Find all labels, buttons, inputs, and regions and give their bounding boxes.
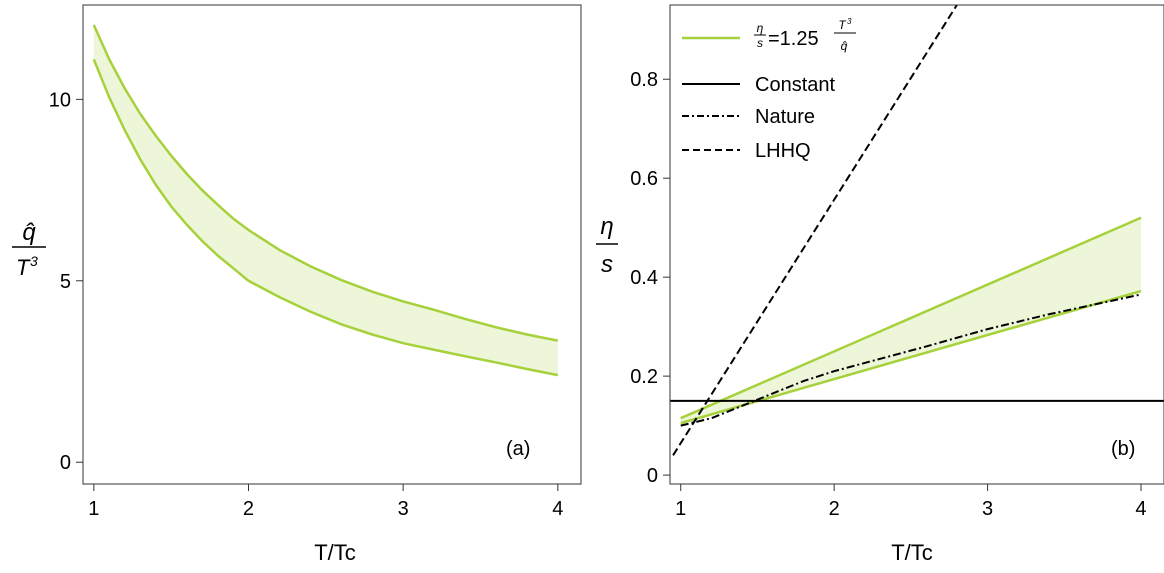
band-lower-line — [680, 289, 1142, 425]
band-upper-line — [92, 24, 559, 342]
panel-a-x-axis-label: T/Tc — [314, 540, 356, 565]
panel-a-y-axis-numerator: q̂ — [22, 219, 36, 246]
panel-a-y-axis-denominator-exponent: 3 — [30, 253, 38, 269]
band-fill — [93, 24, 558, 376]
legend-formula-T-exp: 3 — [847, 17, 852, 26]
legend-formula-qhat: q̂ — [841, 39, 848, 53]
x-tick-label: 2 — [243, 498, 254, 520]
panel-b-band — [680, 216, 1142, 425]
legend-item-constant: Constant — [682, 74, 835, 96]
band-upper-line — [680, 216, 1142, 420]
x-tick-label: 3 — [982, 498, 993, 520]
y-tick-label: 0.8 — [630, 69, 658, 91]
panel-a-y-ticks: 0 5 10 — [49, 89, 83, 474]
legend-formula-eta: η — [757, 21, 764, 35]
panel-b-y-axis-numerator: η — [600, 213, 613, 240]
legend-label-constant: Constant — [755, 74, 835, 96]
panel-b-y-axis-label: η s — [596, 213, 618, 278]
panel-a-frame — [82, 4, 582, 485]
x-tick-label: 1 — [88, 498, 99, 520]
x-tick-label: 2 — [829, 498, 840, 520]
legend-label-nature: Nature — [755, 106, 815, 128]
series-line-lhhq — [672, 5, 958, 456]
legend-item-band: η s =1.25 T 3 q̂ — [682, 17, 856, 53]
legend-label-band: =1.25 — [768, 28, 819, 50]
legend: η s =1.25 T 3 q̂ Constant Nature LHHQ — [682, 17, 856, 162]
panel-b-label: (b) — [1111, 438, 1135, 460]
y-tick-label: 0 — [647, 465, 658, 487]
panel-a-y-axis-label: q̂ T 3 — [12, 219, 46, 280]
panel-b-y-ticks: 0 0.2 0.4 0.6 0.8 — [630, 69, 670, 487]
panel-b-frame — [669, 4, 1164, 485]
y-tick-label: 0.4 — [630, 267, 658, 289]
panel-a-x-ticks: 1 2 3 4 — [88, 484, 563, 520]
panel-a-band — [92, 24, 559, 377]
panel-a-label: (a) — [506, 438, 530, 460]
legend-item-lhhq: LHHQ — [682, 140, 811, 162]
series-line-nature — [680, 293, 1142, 427]
panel-a: 1 2 3 4 0 5 10 (a) T/Tc q̂ T 3 — [12, 4, 582, 565]
panel-b-lines — [670, 5, 1164, 456]
y-tick-label: 10 — [49, 89, 71, 111]
legend-item-nature: Nature — [682, 106, 815, 128]
x-tick-label: 4 — [1135, 498, 1146, 520]
x-tick-label: 4 — [552, 498, 563, 520]
panel-b-x-ticks: 1 2 3 4 — [675, 484, 1147, 520]
x-tick-label: 3 — [398, 498, 409, 520]
y-tick-label: 0.6 — [630, 168, 658, 190]
legend-label-lhhq: LHHQ — [755, 140, 811, 162]
legend-formula-s: s — [757, 36, 763, 50]
panel-b-x-axis-label: T/Tc — [891, 540, 933, 565]
y-tick-label: 0.2 — [630, 366, 658, 388]
legend-formula-T: T — [838, 18, 847, 32]
panel-b: 1 2 3 4 0 0.2 0.4 0.6 0.8 (b) T/Tc η s η s =1.2… — [596, 4, 1164, 565]
x-tick-label: 1 — [675, 498, 686, 520]
y-tick-label: 5 — [60, 271, 71, 293]
band-lower-line — [92, 58, 559, 377]
panel-a-y-axis-denominator: T — [16, 255, 31, 280]
y-tick-label: 0 — [60, 452, 71, 474]
panel-b-y-axis-denominator: s — [601, 251, 613, 278]
